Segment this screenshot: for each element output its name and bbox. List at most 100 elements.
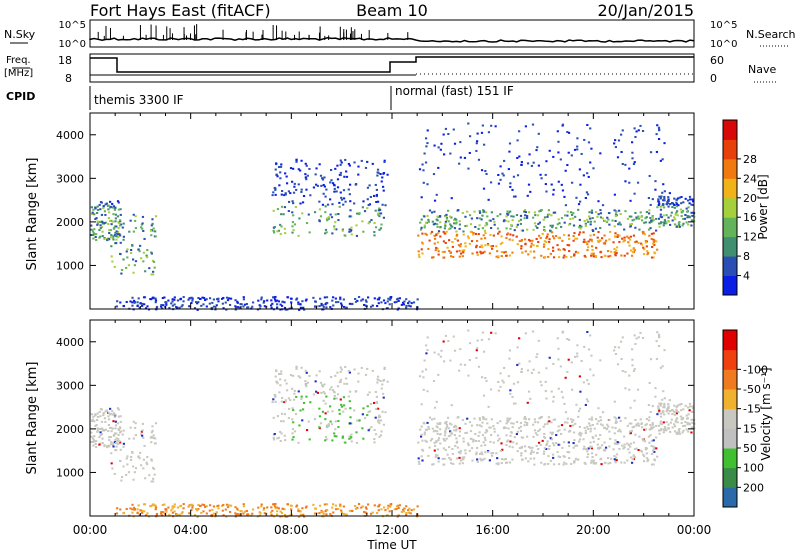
range-cell [305,429,309,432]
range-cell [588,215,591,218]
range-cell [660,412,663,415]
range-cell [630,429,634,432]
range-cell [503,251,506,254]
range-cell [170,509,173,512]
range-cell [615,453,619,456]
range-cell [334,504,337,507]
range-cell [110,412,113,415]
range-cell [318,219,321,222]
range-cell [355,234,359,237]
range-cell [461,249,464,252]
range-cell [654,395,657,398]
range-cell [155,307,158,310]
range-cell [574,237,577,240]
range-cell [648,428,651,431]
range-cell [455,437,458,440]
range-cell [95,239,98,242]
colorbar-swatch [723,256,737,277]
range-cell [90,224,93,227]
range-cell [516,430,519,433]
range-cell [125,250,128,253]
range-cell [323,176,326,179]
range-cell [670,418,673,421]
range-cell [509,392,512,395]
range-cell [423,433,426,436]
range-cell [550,421,553,424]
range-cell [111,409,114,412]
range-cell [663,404,666,407]
range-cell [445,423,449,426]
range-cell [613,251,616,254]
range-cell [662,428,665,431]
range-cell [450,404,453,407]
range-cell [294,413,298,416]
range-cell [532,228,535,231]
range-cell [690,211,693,214]
range-cell [469,230,472,233]
range-cell [677,429,681,432]
range-cell [96,208,100,211]
range-cell [131,304,134,307]
range-cell [614,420,618,423]
range-cell [107,430,110,433]
range-cell [423,431,426,434]
range-cell [348,509,352,512]
range-cell [134,215,137,218]
range-cell [98,427,102,430]
range-cell [557,443,560,446]
range-cell [111,202,114,205]
range-cell [122,238,125,241]
range-cell [559,365,562,368]
range-cell [624,417,627,420]
range-cell [494,125,497,128]
range-cell [644,239,647,242]
range-cell [626,459,629,462]
range-cell [152,270,155,273]
range-cell [109,443,113,446]
range-cell [600,444,604,447]
range-cell [171,300,174,303]
range-cell [621,129,624,132]
range-cell [110,234,113,237]
range-cell [299,303,302,306]
range-cell [236,301,239,304]
range-cell [242,512,245,515]
range-cell [93,233,96,236]
range-cell [497,462,500,465]
range-cell [566,210,569,213]
range-cell [160,510,163,513]
range-cell [495,462,498,465]
range-cell [498,230,501,233]
x-tick-label: 00:00 [73,523,108,537]
range-cell [279,372,283,375]
range-cell [422,376,425,379]
range-cell [277,373,281,376]
range-cell [292,202,295,205]
range-cell [318,415,322,418]
range-cell [366,198,369,201]
range-cell [585,448,588,451]
range-cell [108,436,111,439]
range-cell [503,426,506,429]
range-cell [619,430,622,433]
range-cell [596,240,600,243]
range-cell [407,302,410,305]
range-cell [397,307,400,310]
range-cell [613,416,616,419]
range-cell [274,193,277,196]
range-cell [194,508,198,511]
range-cell [167,506,170,509]
range-cell [146,305,149,308]
range-cell [679,208,683,211]
freq-label-2: [MHz] [4,68,33,79]
range-cell [110,452,113,455]
range-cell [101,427,104,430]
range-cell [364,373,368,376]
range-cell [463,363,467,366]
range-cell [491,451,495,454]
range-cell [496,227,500,230]
range-cell [146,248,149,251]
range-cell [484,170,487,173]
range-cell [226,299,230,302]
